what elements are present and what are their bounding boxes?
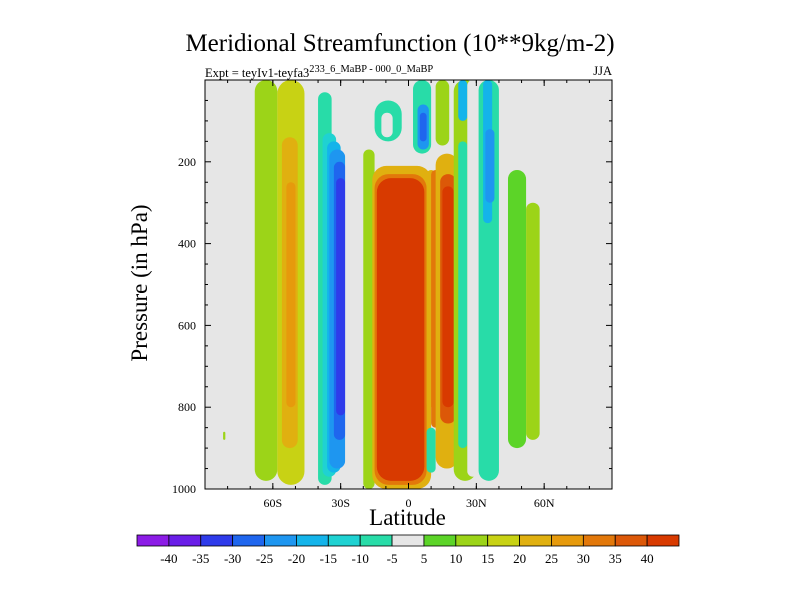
contour-region-31 xyxy=(526,202,540,440)
colorbar-box-13 xyxy=(551,534,584,547)
experiment-label-prefix: Expt = teyIv1-teyfa3 xyxy=(205,66,310,81)
contour-region-36 xyxy=(381,112,393,138)
contour-region-29 xyxy=(498,80,508,416)
colorbar-box-5 xyxy=(296,534,329,547)
colorbar-box-15 xyxy=(614,534,648,547)
contour-region-4 xyxy=(304,80,319,485)
colorbar-label-4: -20 xyxy=(288,551,305,566)
x-tick-label-0: 60S xyxy=(263,496,282,510)
colorbar-label-11: 20 xyxy=(513,551,526,566)
y-tick-label-0: 200 xyxy=(178,155,196,169)
contour-region-37 xyxy=(435,80,450,146)
contour-region-0 xyxy=(254,80,278,481)
colorbar-label-5: -15 xyxy=(320,551,337,566)
colorbar-label-0: -40 xyxy=(160,551,177,566)
contour-region-3 xyxy=(286,182,296,408)
colorbar-label-13: 30 xyxy=(577,551,590,566)
colorbar-label-2: -30 xyxy=(224,551,241,566)
contour-region-12 xyxy=(363,149,375,489)
x-tick-label-4: 60N xyxy=(534,496,555,510)
colorbar-box-9 xyxy=(423,534,457,547)
contour-region-23 xyxy=(458,141,468,449)
x-tick-label-1: 30S xyxy=(331,496,350,510)
colorbar-box-14 xyxy=(582,534,616,547)
colorbar-label-7: -5 xyxy=(387,551,398,566)
colorbar-label-15: 40 xyxy=(641,551,654,566)
contour-region-15 xyxy=(376,178,425,481)
contour-region-28 xyxy=(485,129,495,203)
x-tick-label-3: 30N xyxy=(466,496,487,510)
contour-region-38 xyxy=(223,431,226,440)
colorbar-box-10 xyxy=(455,534,489,547)
colorbar-label-12: 25 xyxy=(545,551,558,566)
x-axis-label: Latitude xyxy=(369,505,446,530)
colorbar-box-6 xyxy=(327,534,361,547)
colorbar-label-6: -10 xyxy=(352,551,369,566)
y-tick-label-4: 1000 xyxy=(172,482,196,496)
y-tick-label-1: 400 xyxy=(178,237,196,251)
experiment-label: Expt = teyIv1-teyfa3233_6_MaBP - 000_0_M… xyxy=(205,64,433,81)
colorbar-box-1 xyxy=(168,534,202,547)
season-label: JJA xyxy=(593,64,612,78)
colorbar-box-7 xyxy=(359,534,393,547)
y-tick-label-3: 800 xyxy=(178,400,196,414)
colorbar-label-8: 5 xyxy=(421,551,428,566)
colorbar-box-2 xyxy=(200,534,234,547)
experiment-label-superscript: 233_6_MaBP - 000_0_MaBP xyxy=(309,64,434,75)
colorbar-label-1: -35 xyxy=(192,551,209,566)
contour-region-35 xyxy=(419,112,427,142)
colorbar-box-3 xyxy=(232,534,265,547)
colorbar-label-3: -25 xyxy=(256,551,273,566)
contour-region-10 xyxy=(336,178,346,416)
contour-region-30 xyxy=(507,169,527,449)
colorbar-box-12 xyxy=(519,534,552,547)
colorbar-box-0 xyxy=(136,534,170,547)
colorbar-label-10: 15 xyxy=(481,551,494,566)
colorbar-box-8 xyxy=(391,534,425,547)
contour-region-21 xyxy=(442,186,454,408)
colorbar-box-16 xyxy=(646,534,680,547)
colorbar-label-9: 10 xyxy=(449,551,462,566)
chart-title: Meridional Streamfunction (10**9kg/m-2) xyxy=(185,30,615,57)
contour-region-25 xyxy=(467,80,479,477)
y-tick-label-2: 600 xyxy=(178,318,196,332)
contour-region-24 xyxy=(458,80,468,121)
contour-region-11 xyxy=(345,141,364,489)
contour-region-16 xyxy=(426,427,436,473)
colorbar-box-11 xyxy=(487,534,520,547)
colorbar-box-4 xyxy=(264,534,297,547)
colorbar-label-14: 35 xyxy=(609,551,622,566)
x-tick-label-2: 0 xyxy=(406,496,412,510)
